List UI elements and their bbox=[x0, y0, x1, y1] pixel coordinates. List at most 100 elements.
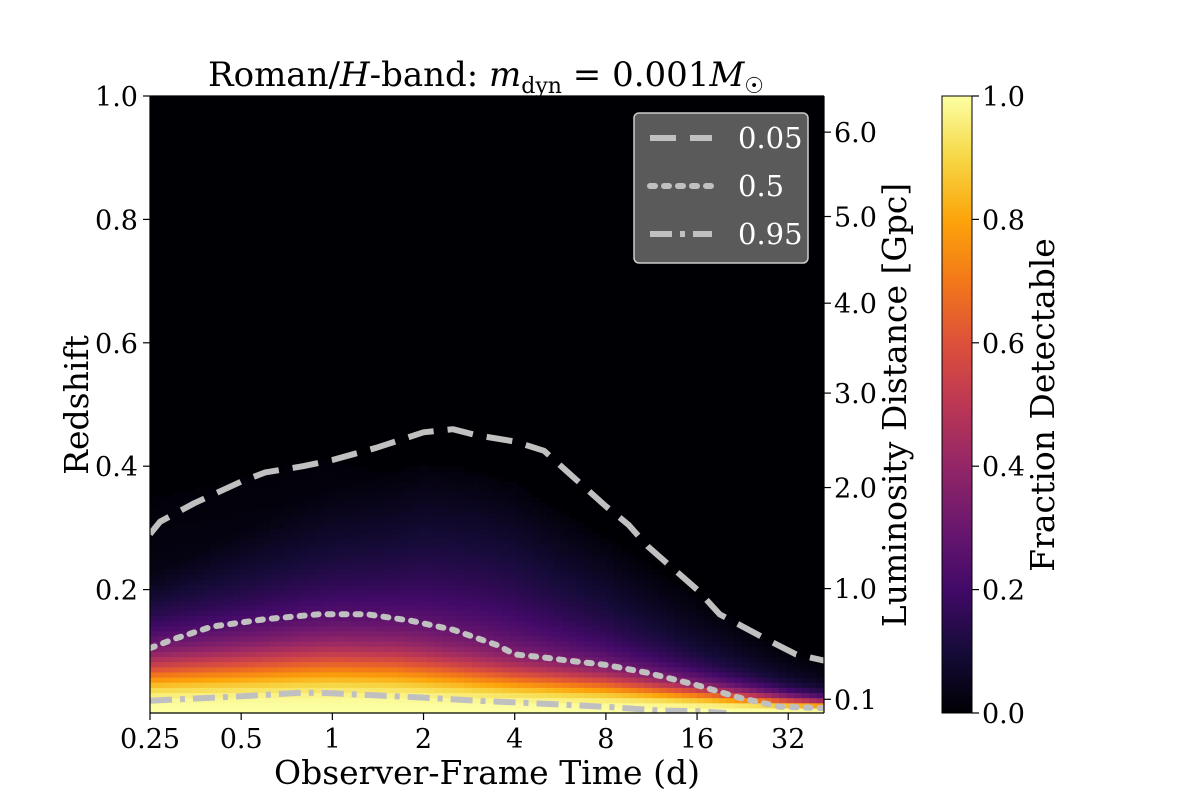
heatmap-cell bbox=[629, 646, 638, 652]
heatmap-cell bbox=[681, 697, 690, 704]
heatmap-cell bbox=[659, 682, 668, 688]
heatmap-cell bbox=[494, 553, 503, 560]
heatmap-cell bbox=[584, 574, 593, 580]
heatmap-cell bbox=[352, 584, 361, 591]
heatmap-cell bbox=[262, 579, 271, 586]
heatmap-cell bbox=[816, 687, 824, 694]
heatmap-cell bbox=[516, 569, 526, 575]
heatmap-cell bbox=[509, 548, 518, 555]
heatmap-cell bbox=[262, 656, 271, 663]
heatmap-cell bbox=[217, 507, 226, 514]
heatmap-cell bbox=[472, 497, 481, 503]
heatmap-cell bbox=[179, 584, 189, 591]
heatmap-cell bbox=[539, 651, 548, 658]
heatmap-cell bbox=[427, 687, 436, 694]
heatmap-cell bbox=[651, 630, 660, 637]
heatmap-cell bbox=[479, 584, 488, 591]
heatmap-cell bbox=[442, 563, 451, 570]
heatmap-cell bbox=[614, 574, 623, 580]
heatmap-cell bbox=[539, 599, 548, 606]
heatmap-cell bbox=[531, 635, 541, 642]
heatmap-cell bbox=[689, 615, 698, 622]
heatmap-cell bbox=[569, 527, 578, 534]
heatmap-cell bbox=[307, 543, 316, 550]
heatmap-cell bbox=[546, 615, 555, 622]
heatmap-cell bbox=[404, 687, 413, 694]
heatmap-cell bbox=[179, 692, 189, 699]
heatmap-cell bbox=[457, 599, 466, 606]
heatmap-cell bbox=[209, 497, 218, 503]
heatmap-cell bbox=[299, 491, 308, 498]
heatmap-cell bbox=[427, 512, 436, 519]
heatmap-cell bbox=[771, 646, 780, 652]
heatmap-cell bbox=[179, 553, 189, 560]
heatmap-cell bbox=[224, 692, 233, 699]
heatmap-cell bbox=[531, 666, 541, 673]
heatmap-cell bbox=[269, 625, 278, 632]
heatmap-cell bbox=[457, 682, 466, 688]
heatmap-cell bbox=[449, 671, 458, 678]
heatmap-cell bbox=[449, 599, 458, 606]
heatmap-cell bbox=[277, 677, 286, 683]
heatmap-cell bbox=[659, 656, 668, 663]
heatmap-cell bbox=[501, 682, 511, 688]
heatmap-cell bbox=[314, 605, 323, 611]
heatmap-cell bbox=[786, 661, 795, 668]
heatmap-cell bbox=[194, 605, 204, 611]
heatmap-cell bbox=[209, 507, 218, 514]
heatmap-cell bbox=[209, 666, 218, 673]
heatmap-cell bbox=[307, 538, 316, 544]
heatmap-cell bbox=[269, 563, 278, 570]
heatmap-cell bbox=[764, 661, 773, 668]
heatmap-cell bbox=[614, 692, 623, 699]
heatmap-cell bbox=[434, 707, 443, 713]
heatmap-cell bbox=[397, 522, 406, 529]
heatmap-cell bbox=[367, 641, 376, 647]
heatmap-cell bbox=[217, 574, 226, 580]
heatmap-cell bbox=[254, 605, 263, 611]
heatmap-cell bbox=[150, 543, 159, 550]
heatmap-cell bbox=[209, 707, 218, 713]
heatmap-cell bbox=[584, 563, 593, 570]
heatmap-cell bbox=[217, 491, 226, 498]
heatmap-cell bbox=[254, 610, 263, 616]
heatmap-cell bbox=[427, 605, 436, 611]
heatmap-cell bbox=[157, 599, 166, 606]
heatmap-cell bbox=[509, 651, 518, 658]
heatmap-cell bbox=[599, 584, 608, 591]
heatmap-cell bbox=[674, 610, 683, 616]
heatmap-cell bbox=[217, 558, 226, 565]
heatmap-cell bbox=[352, 702, 361, 709]
heatmap-cell bbox=[329, 579, 338, 586]
heatmap-cell bbox=[524, 641, 533, 647]
heatmap-cell bbox=[674, 677, 683, 683]
heatmap-cell bbox=[614, 605, 623, 611]
heatmap-cell bbox=[172, 682, 181, 688]
heatmap-cell bbox=[719, 625, 728, 632]
heatmap-cell bbox=[636, 615, 645, 622]
heatmap-cell bbox=[591, 594, 600, 601]
heatmap-cell bbox=[621, 692, 630, 699]
heatmap-cell bbox=[374, 512, 383, 519]
heatmap-cell bbox=[434, 635, 443, 642]
heatmap-cell bbox=[359, 527, 368, 534]
heatmap-cell bbox=[382, 538, 391, 544]
heatmap-cell bbox=[337, 635, 346, 642]
heatmap-cell bbox=[666, 620, 675, 627]
heatmap-cell bbox=[344, 502, 353, 508]
heatmap-cell bbox=[352, 630, 361, 637]
heatmap-cell bbox=[509, 625, 518, 632]
heatmap-cell bbox=[299, 630, 308, 637]
heatmap-cell bbox=[561, 620, 570, 627]
heatmap-cell bbox=[172, 563, 181, 570]
heatmap-cell bbox=[299, 594, 308, 601]
heatmap-cell bbox=[262, 620, 271, 627]
heatmap-cell bbox=[442, 687, 451, 694]
heatmap-cell bbox=[726, 702, 735, 709]
heatmap-cell bbox=[397, 661, 406, 668]
heatmap-cell bbox=[239, 671, 248, 678]
heatmap-cell bbox=[389, 569, 398, 575]
heatmap-cell bbox=[397, 697, 406, 704]
heatmap-cell bbox=[576, 569, 585, 575]
heatmap-cell bbox=[516, 625, 526, 632]
